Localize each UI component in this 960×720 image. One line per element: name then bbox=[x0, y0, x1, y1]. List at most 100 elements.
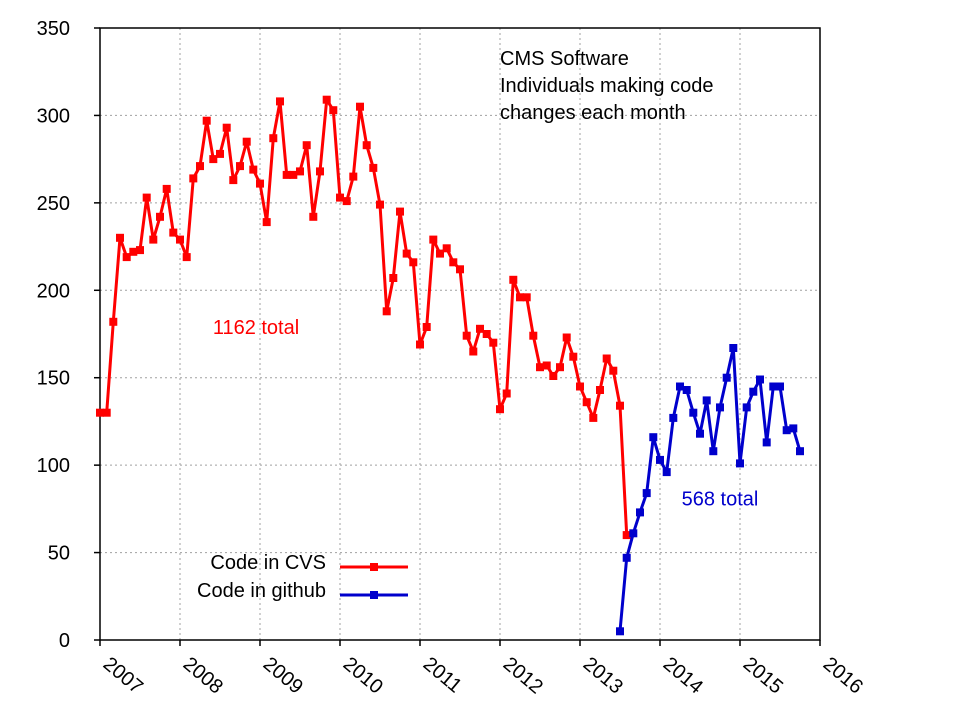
data-point bbox=[402, 249, 411, 258]
legend: Code in CVS Code in github bbox=[197, 552, 408, 602]
y-tick-label: 200 bbox=[37, 280, 70, 302]
data-point bbox=[382, 307, 391, 316]
data-point bbox=[709, 447, 718, 456]
data-point bbox=[496, 405, 504, 414]
title-line-1: CMS Software bbox=[500, 48, 629, 70]
data-point bbox=[296, 167, 304, 176]
data-point bbox=[349, 172, 358, 181]
data-point bbox=[736, 459, 744, 468]
data-point bbox=[102, 408, 111, 417]
y-tick-label: 50 bbox=[48, 543, 70, 565]
data-point bbox=[242, 137, 251, 146]
data-point bbox=[176, 235, 184, 244]
series-cvs bbox=[96, 95, 631, 540]
data-point bbox=[569, 352, 578, 361]
data-point bbox=[356, 102, 364, 111]
data-point bbox=[662, 468, 671, 477]
series-line bbox=[618, 346, 802, 632]
data-point bbox=[336, 193, 344, 202]
data-point bbox=[622, 531, 631, 540]
data-point bbox=[429, 235, 438, 244]
data-point bbox=[749, 387, 758, 396]
data-point bbox=[269, 134, 278, 143]
data-point bbox=[322, 95, 331, 104]
data-point bbox=[209, 155, 218, 164]
data-point bbox=[142, 193, 151, 202]
data-point bbox=[549, 372, 558, 380]
data-point bbox=[162, 184, 171, 193]
data-point bbox=[149, 235, 158, 244]
data-point bbox=[316, 167, 324, 176]
data-point bbox=[556, 363, 564, 372]
data-point bbox=[702, 396, 711, 405]
data-point bbox=[309, 212, 318, 221]
data-point bbox=[202, 116, 211, 125]
data-point bbox=[96, 408, 104, 417]
data-point bbox=[442, 244, 451, 253]
data-point bbox=[762, 438, 771, 447]
grid-lines bbox=[100, 28, 820, 640]
data-point bbox=[456, 265, 464, 274]
data-point bbox=[236, 162, 244, 171]
data-point bbox=[462, 331, 471, 340]
data-point bbox=[116, 233, 124, 242]
legend-label-cvs: Code in CVS bbox=[210, 552, 326, 574]
data-point bbox=[436, 249, 444, 258]
data-point bbox=[789, 424, 798, 433]
data-point bbox=[782, 426, 791, 435]
data-point bbox=[249, 165, 258, 174]
data-point bbox=[229, 176, 238, 185]
y-tick-label: 350 bbox=[37, 18, 70, 40]
plot-frame bbox=[99, 27, 821, 641]
data-point bbox=[169, 228, 178, 237]
total-annotation: 568 total bbox=[682, 488, 759, 510]
data-point bbox=[489, 338, 498, 347]
y-tick-label: 100 bbox=[37, 455, 70, 477]
data-point bbox=[282, 170, 291, 179]
data-point bbox=[342, 197, 351, 206]
data-point bbox=[649, 433, 658, 442]
data-point bbox=[449, 258, 458, 267]
data-point bbox=[256, 179, 264, 188]
data-point bbox=[369, 163, 378, 172]
data-point bbox=[422, 323, 431, 331]
data-point bbox=[722, 373, 731, 382]
data-point bbox=[156, 212, 164, 221]
data-point bbox=[122, 253, 131, 262]
data-point bbox=[716, 403, 724, 412]
data-point bbox=[196, 162, 204, 171]
data-point bbox=[396, 207, 404, 216]
data-point bbox=[589, 413, 598, 422]
legend-marker-github bbox=[370, 591, 378, 599]
data-point bbox=[516, 293, 524, 302]
data-point bbox=[189, 174, 198, 183]
data-point bbox=[769, 382, 778, 391]
data-point bbox=[469, 347, 478, 356]
data-point bbox=[409, 258, 418, 267]
data-point bbox=[136, 246, 144, 255]
legend-marker-cvs bbox=[370, 563, 378, 571]
data-point bbox=[622, 553, 631, 562]
data-point bbox=[329, 106, 338, 115]
data-point bbox=[362, 141, 371, 150]
title-line-2: Individuals making code bbox=[500, 75, 713, 97]
series-github bbox=[616, 344, 804, 636]
data-point bbox=[416, 340, 424, 349]
data-point bbox=[542, 361, 551, 370]
data-point bbox=[689, 408, 698, 417]
data-point bbox=[129, 247, 138, 256]
data-point bbox=[669, 413, 678, 422]
data-point bbox=[642, 489, 651, 498]
data-point bbox=[109, 317, 118, 326]
data-point bbox=[582, 398, 591, 407]
data-point bbox=[576, 382, 584, 391]
data-point bbox=[616, 401, 624, 410]
series-line bbox=[100, 98, 629, 536]
data-point bbox=[482, 330, 491, 338]
data-point bbox=[376, 200, 384, 209]
y-tick-label: 250 bbox=[37, 193, 70, 215]
data-point bbox=[289, 170, 298, 179]
y-tick-label: 150 bbox=[37, 368, 70, 390]
